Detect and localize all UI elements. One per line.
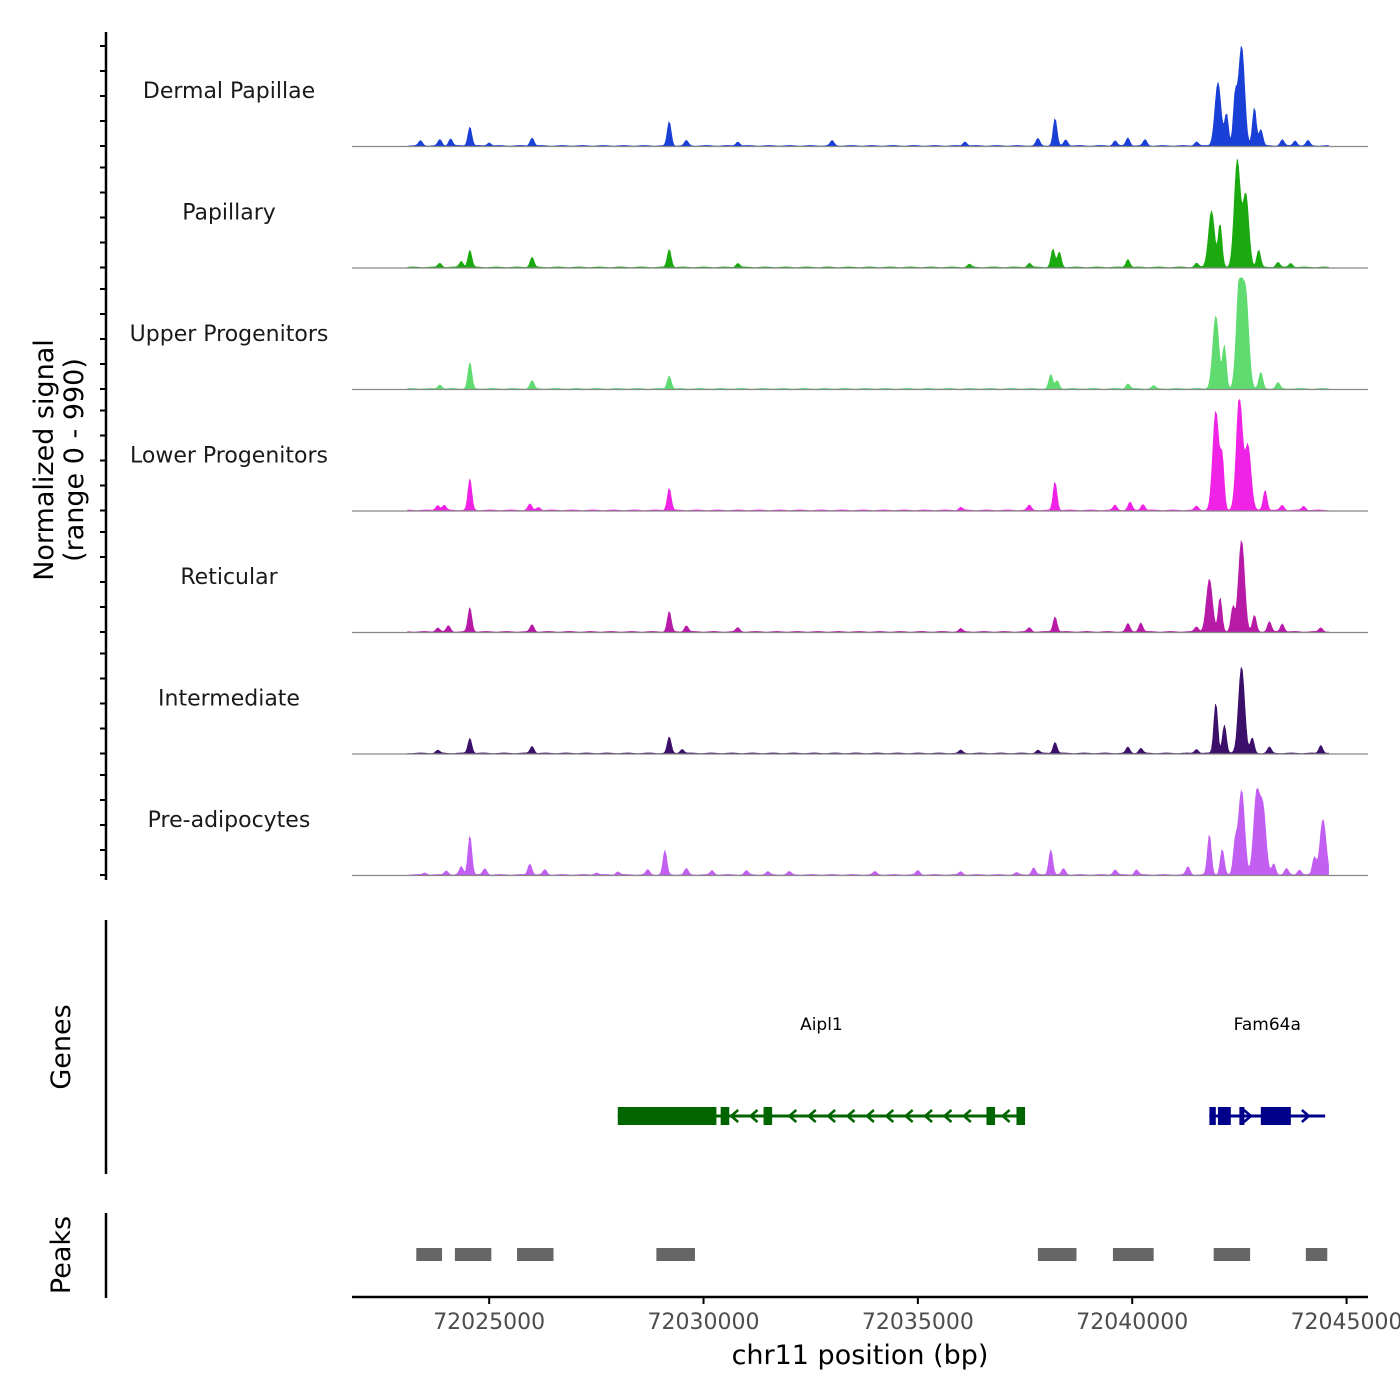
track-label: Reticular [180,565,278,590]
peak-region [1213,1248,1251,1261]
gene-exon [1016,1107,1026,1125]
gene-exon [1209,1107,1216,1125]
y-axis-title: Normalized signal [29,339,60,581]
strand-arrow [864,1109,875,1123]
strand-arrow [826,1109,836,1123]
coverage-area [407,398,1329,511]
gene-label: Fam64a [1234,1015,1301,1035]
strand-arrow [1000,1109,1011,1123]
track-reticular: Reticular [180,539,1368,634]
coverage-area [407,46,1329,147]
strand-arrow [884,1109,895,1123]
x-tick-label: 72035000 [862,1310,974,1335]
track-lower-progenitors: Lower Progenitors [130,398,1368,512]
coverage-area [407,666,1329,754]
x-axis: 72025000 72030000 72035000 72040000 72045000 [352,1295,1400,1335]
strand-arrow [923,1109,933,1123]
track-papillary: Papillary [182,158,1368,269]
gene-track: Aipl1 Fam64a [104,920,1326,1174]
track-upper-progenitors: Upper Progenitors [130,277,1368,391]
track-label: Upper Progenitors [130,322,329,347]
coverage-area [407,787,1329,876]
gene-label: Aipl1 [800,1015,843,1035]
strand-arrow [1243,1109,1253,1123]
strand-arrow [806,1109,817,1123]
gene-exon [1217,1107,1231,1125]
strand-arrow [961,1109,972,1123]
track-label: Papillary [182,201,276,226]
strand-arrow [748,1109,759,1123]
gene-exon [720,1107,730,1125]
peak-region [454,1248,492,1261]
track-label: Dermal Papillae [143,79,315,104]
peak-region [517,1248,554,1261]
track-pre-adipocytes: Pre-adipocytes [148,787,1368,877]
peak-region [656,1248,695,1261]
track-label: Pre-adipocytes [148,808,311,833]
strand-arrow [942,1109,953,1123]
peak-region [1112,1248,1154,1261]
gene-aipl1: Aipl1 [617,1015,1026,1125]
peaks-track-label: Peaks [46,1216,77,1294]
peak-track [104,1213,1328,1298]
gene-exon [1260,1107,1291,1125]
x-tick-label: 72025000 [433,1310,545,1335]
track-label: Intermediate [158,687,300,712]
strand-arrow [729,1109,739,1123]
coverage-area [407,158,1329,268]
peak-region [1037,1248,1077,1261]
gene-fam64a: Fam64a [1209,1015,1326,1125]
x-tick-label: 72045000 [1291,1310,1400,1335]
x-axis-title: chr11 position (bp) [732,1340,989,1371]
gene-exon [1239,1107,1245,1125]
strand-arrow [1301,1109,1311,1123]
track-intermediate: Intermediate [158,666,1368,755]
strand-arrow [787,1109,798,1123]
coverage-area [407,539,1329,633]
genes-track-label: Genes [46,1004,77,1089]
y-axis-subtitle: (range 0 - 990) [59,358,90,562]
gene-exon [763,1107,773,1125]
peak-region [416,1248,443,1261]
coverage-area [407,277,1329,390]
peak-region [1305,1248,1328,1261]
x-tick-label: 72040000 [1076,1310,1188,1335]
x-tick-label: 72030000 [648,1310,760,1335]
track-dermal-papillae: Dermal Papillae [143,46,1368,148]
coverage-tracks: Dermal Papillae Papillary Upper Progenitor… [100,32,1368,880]
gene-exon [617,1107,717,1125]
gene-exon [986,1107,996,1125]
strand-arrow [845,1109,856,1123]
strand-arrow [903,1109,914,1123]
track-label: Lower Progenitors [130,444,328,469]
